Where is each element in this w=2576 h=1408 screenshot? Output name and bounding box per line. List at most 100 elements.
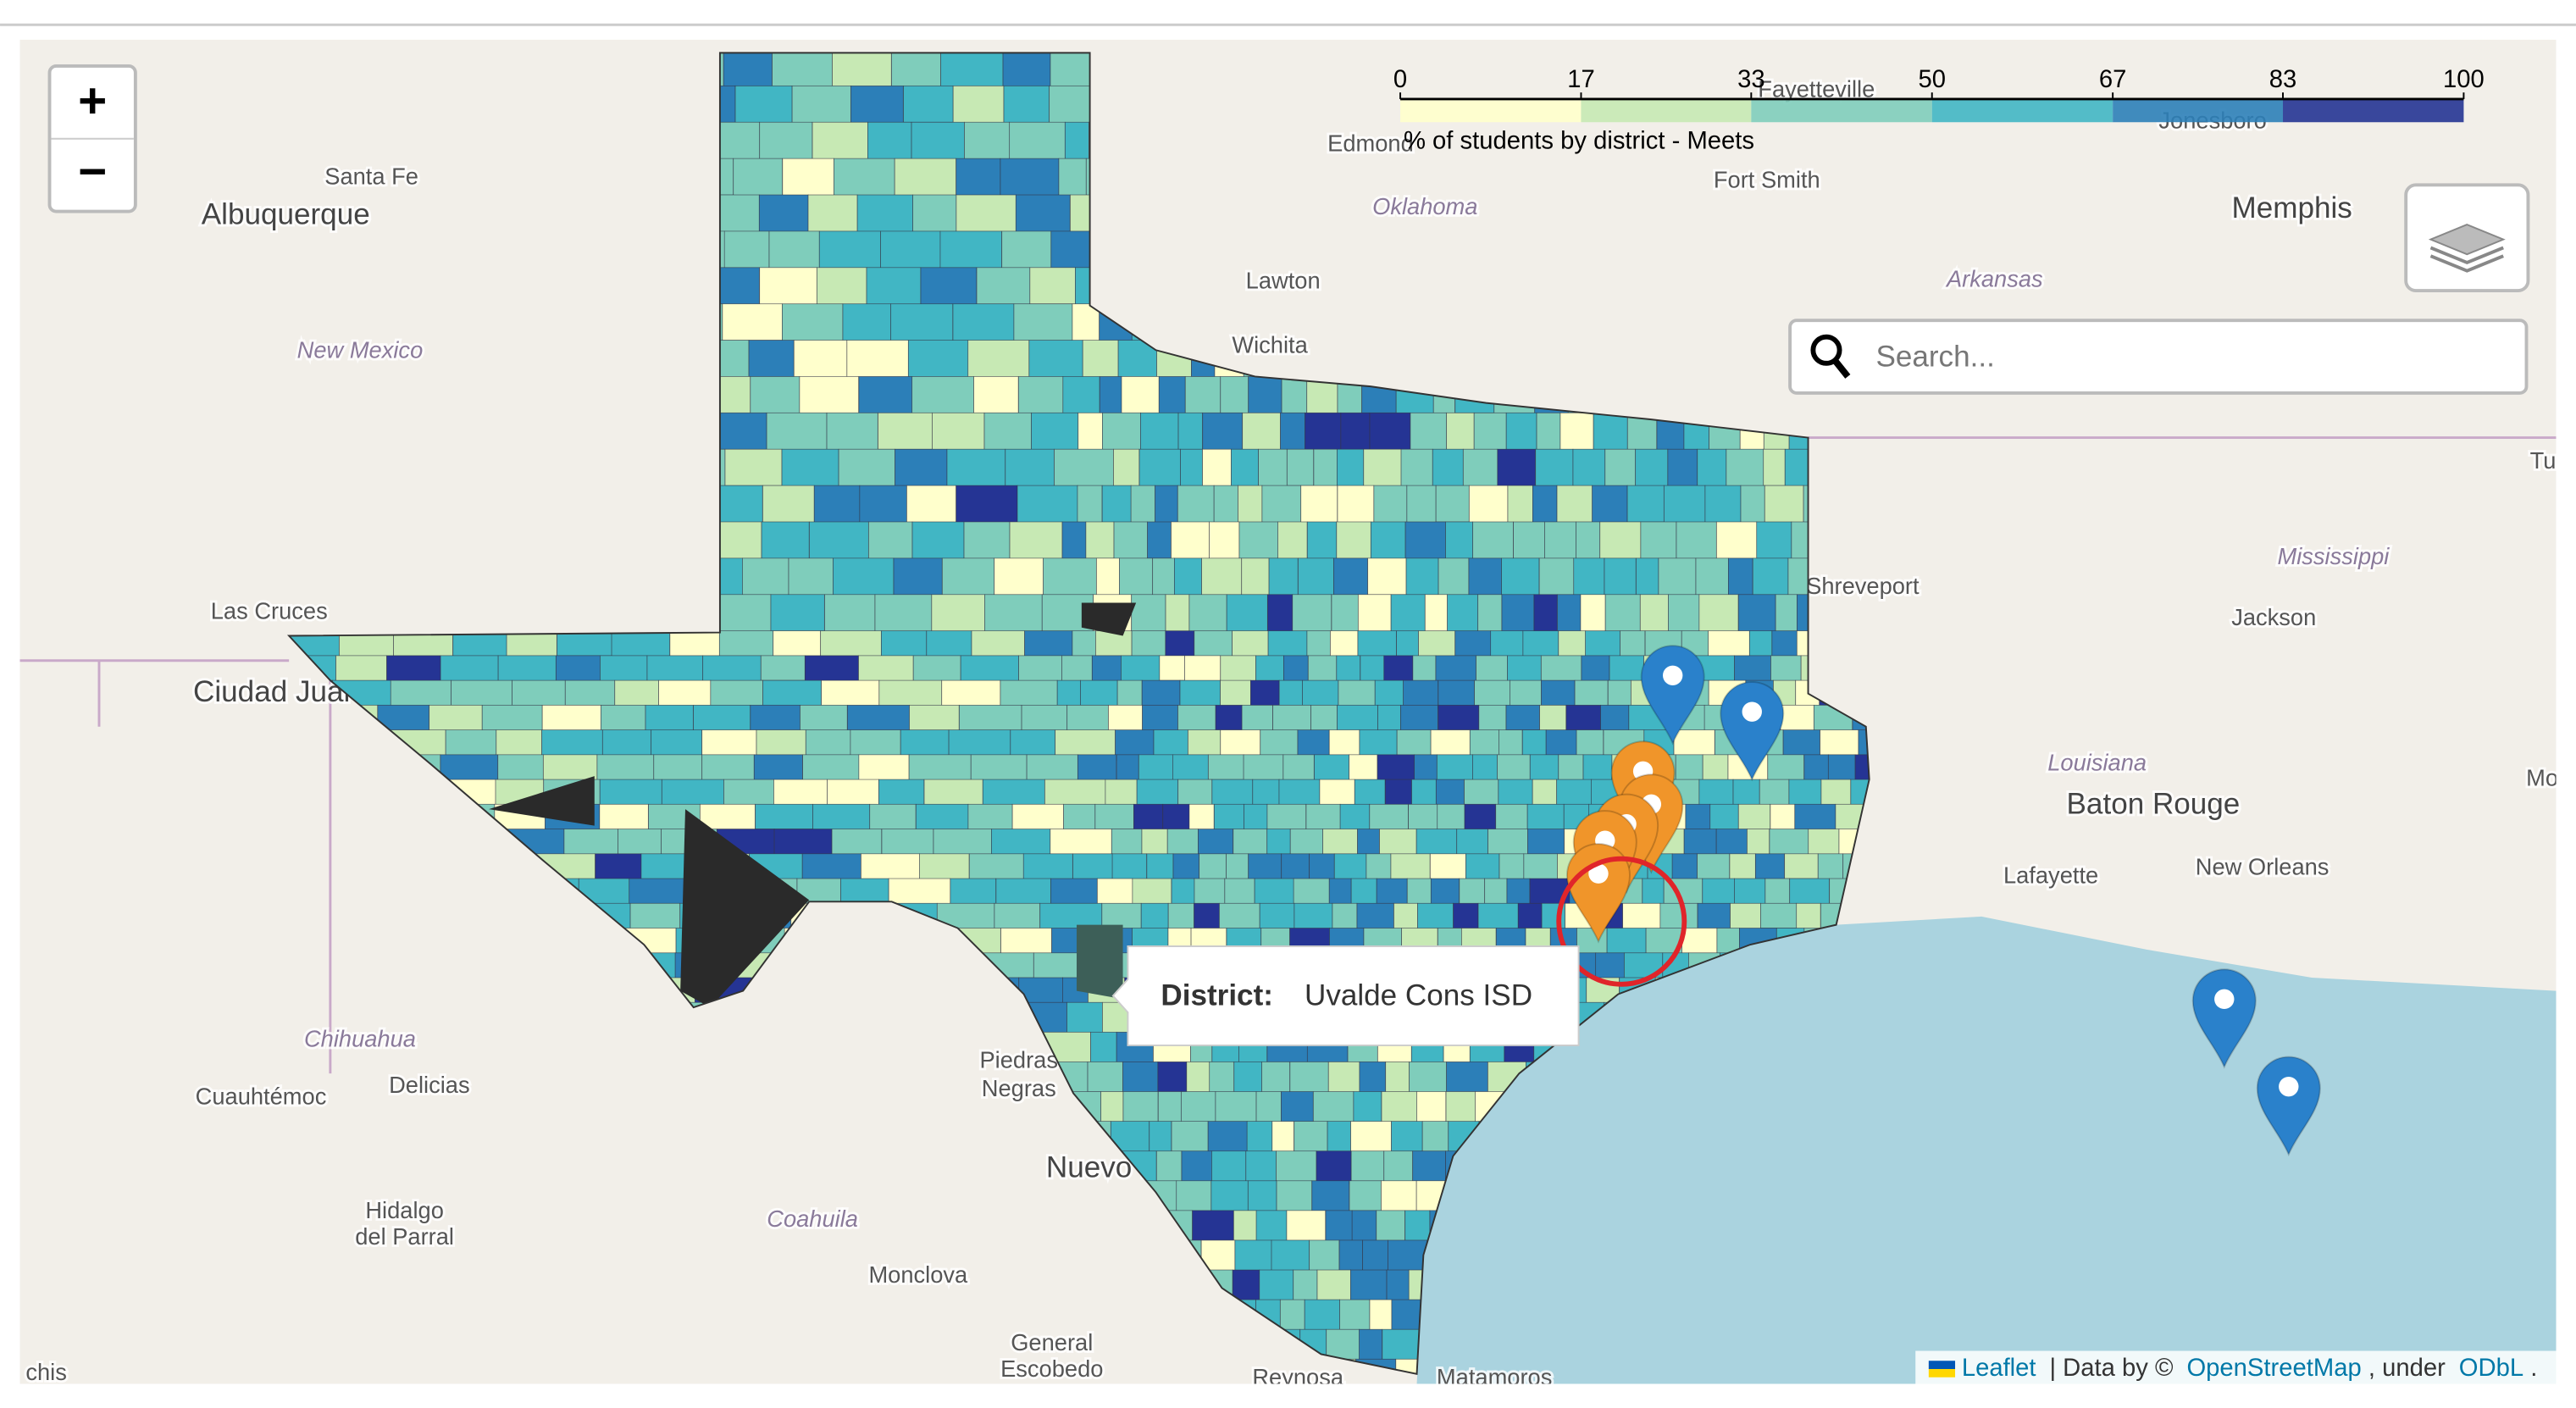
district — [390, 679, 451, 708]
marker[interactable] — [2191, 968, 2257, 1069]
place-label: Las Cruces — [211, 597, 328, 624]
district — [888, 878, 951, 906]
district — [1238, 521, 1279, 559]
district — [1339, 1299, 1371, 1330]
osm-link[interactable]: OpenStreetMap — [2186, 1355, 2361, 1382]
district — [1522, 630, 1559, 659]
place-label: Edmond — [1327, 130, 1414, 157]
place-label: Coahuila — [767, 1206, 858, 1232]
district — [600, 704, 646, 734]
district — [1316, 1269, 1351, 1304]
district — [1526, 803, 1565, 830]
district — [1277, 521, 1308, 562]
district — [1333, 557, 1369, 597]
district — [1243, 754, 1284, 781]
district — [1213, 803, 1244, 834]
district — [1300, 485, 1338, 525]
district — [1565, 704, 1601, 734]
district — [911, 521, 965, 565]
district — [1187, 729, 1222, 758]
district — [1286, 448, 1315, 486]
district — [1393, 902, 1418, 932]
district — [512, 679, 566, 707]
district — [1316, 1150, 1352, 1185]
district — [893, 557, 943, 600]
layers-control[interactable] — [2404, 183, 2530, 293]
place-label: Hidalgo — [365, 1197, 444, 1223]
district — [1639, 594, 1669, 635]
district — [1506, 878, 1531, 908]
district — [1764, 485, 1804, 525]
district — [773, 630, 822, 658]
place-label: New Mexico — [297, 336, 424, 363]
district — [1094, 803, 1134, 830]
district — [1194, 630, 1233, 659]
marker[interactable] — [1565, 843, 1631, 944]
zoom-in[interactable]: + — [78, 73, 107, 128]
district — [1267, 630, 1308, 659]
district — [1209, 521, 1240, 562]
search-placeholder[interactable]: Search... — [1875, 340, 1994, 373]
district — [1405, 557, 1439, 601]
district — [1462, 448, 1499, 491]
district — [1121, 655, 1161, 684]
district — [982, 779, 1045, 806]
district — [1171, 1121, 1209, 1153]
district — [1769, 829, 1809, 856]
district — [1541, 679, 1576, 707]
district — [1369, 412, 1411, 455]
district — [1259, 1269, 1294, 1302]
district — [1286, 1210, 1327, 1245]
district — [1697, 448, 1727, 492]
district — [1080, 679, 1118, 707]
marker[interactable] — [1640, 645, 1705, 746]
district — [717, 521, 762, 564]
district — [867, 121, 912, 161]
marker[interactable] — [2256, 1056, 2321, 1157]
district — [912, 194, 957, 234]
map-area[interactable]: Albuquerque Santa Fe New Mexico Las Cruces C… — [19, 39, 2576, 1395]
district — [497, 655, 557, 684]
district — [1215, 1091, 1257, 1127]
district — [1000, 928, 1052, 955]
district — [1305, 412, 1342, 451]
district — [1017, 376, 1064, 414]
district — [1250, 679, 1280, 707]
legend-tick-label: 67 — [2099, 66, 2127, 93]
marker[interactable] — [1720, 681, 1785, 782]
district — [1435, 485, 1470, 523]
legend-tick-label: 100 — [2443, 66, 2485, 93]
district — [1101, 485, 1132, 524]
district — [452, 630, 507, 660]
district — [1585, 630, 1620, 659]
district — [1090, 1031, 1117, 1066]
search-control[interactable]: Search... — [1788, 319, 2529, 395]
district — [1340, 412, 1371, 452]
place-label: Lafayette — [2003, 862, 2098, 888]
district — [1465, 853, 1500, 884]
district — [1681, 928, 1718, 954]
markers[interactable] — [1556, 645, 2321, 1157]
district — [1622, 902, 1661, 931]
place-label: Memphis — [2232, 191, 2352, 225]
district — [1298, 557, 1334, 601]
leaflet-link[interactable]: Leaflet — [1962, 1355, 2036, 1382]
district — [818, 230, 881, 269]
marker-dot — [1588, 863, 1609, 884]
district — [1472, 521, 1514, 560]
district — [1293, 878, 1330, 905]
marker-pin — [1720, 681, 1785, 782]
odbl-link[interactable]: ODbL — [2459, 1355, 2523, 1382]
zoom-out[interactable]: − — [78, 144, 107, 199]
search-box[interactable] — [1788, 319, 2529, 395]
district — [1362, 1239, 1388, 1274]
district — [1248, 376, 1282, 415]
district — [1176, 1180, 1212, 1214]
district — [781, 448, 839, 491]
district — [1708, 630, 1750, 660]
district — [1133, 803, 1164, 830]
district — [915, 803, 969, 830]
district — [952, 85, 1005, 124]
district — [1732, 779, 1760, 806]
marker-dot — [1662, 665, 1683, 685]
